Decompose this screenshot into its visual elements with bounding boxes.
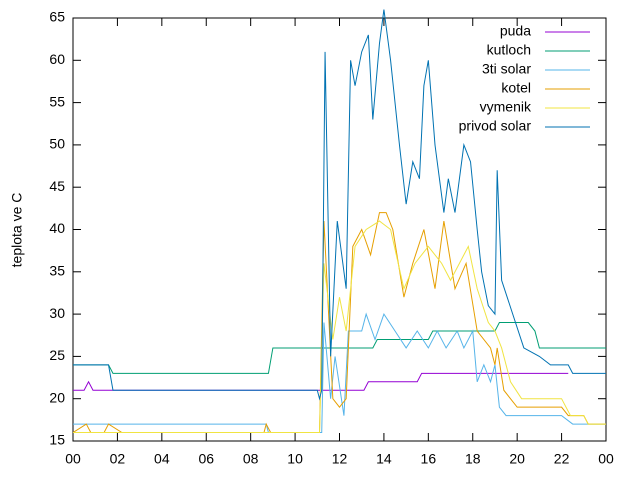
x-tick-label: 22 [554, 451, 570, 467]
x-tick-label: 02 [110, 451, 126, 467]
y-tick-label: 15 [49, 432, 65, 448]
y-axis-label: teplota ve C [9, 193, 25, 268]
x-tick-label: 04 [154, 451, 170, 467]
y-tick-label: 20 [49, 389, 65, 405]
y-tick-label: 30 [49, 305, 65, 321]
y-tick-label: 65 [49, 9, 65, 25]
x-tick-label: 20 [509, 451, 525, 467]
legend-label: kutloch [487, 42, 531, 58]
legend-label: puda [500, 23, 531, 39]
y-tick-label: 40 [49, 220, 65, 236]
legend-label: vymenik [480, 99, 532, 115]
series-line [73, 322, 606, 374]
y-tick-label: 50 [49, 136, 65, 152]
x-tick-label: 14 [376, 451, 392, 467]
legend-label: kotel [501, 80, 531, 96]
legend-label: privod solar [459, 118, 532, 134]
series-line [72, 212, 606, 434]
y-tick-label: 45 [49, 178, 65, 194]
y-tick-label: 55 [49, 93, 65, 109]
x-tick-label: 08 [243, 451, 259, 467]
x-tick-label: 16 [421, 451, 437, 467]
x-tick-label: 18 [465, 451, 481, 467]
series-line [73, 220, 606, 434]
x-tick-label: 00 [65, 451, 81, 467]
x-tick-label: 00 [598, 451, 614, 467]
x-tick-label: 06 [198, 451, 214, 467]
y-tick-label: 60 [49, 51, 65, 67]
x-tick-label: 12 [332, 451, 348, 467]
plot-border [72, 17, 607, 442]
y-tick-label: 25 [49, 347, 65, 363]
legend-label: 3ti solar [482, 61, 531, 77]
series-line [73, 372, 569, 391]
series-line [73, 9, 606, 401]
y-tick-label: 35 [49, 263, 65, 279]
x-tick-label: 10 [287, 451, 303, 467]
